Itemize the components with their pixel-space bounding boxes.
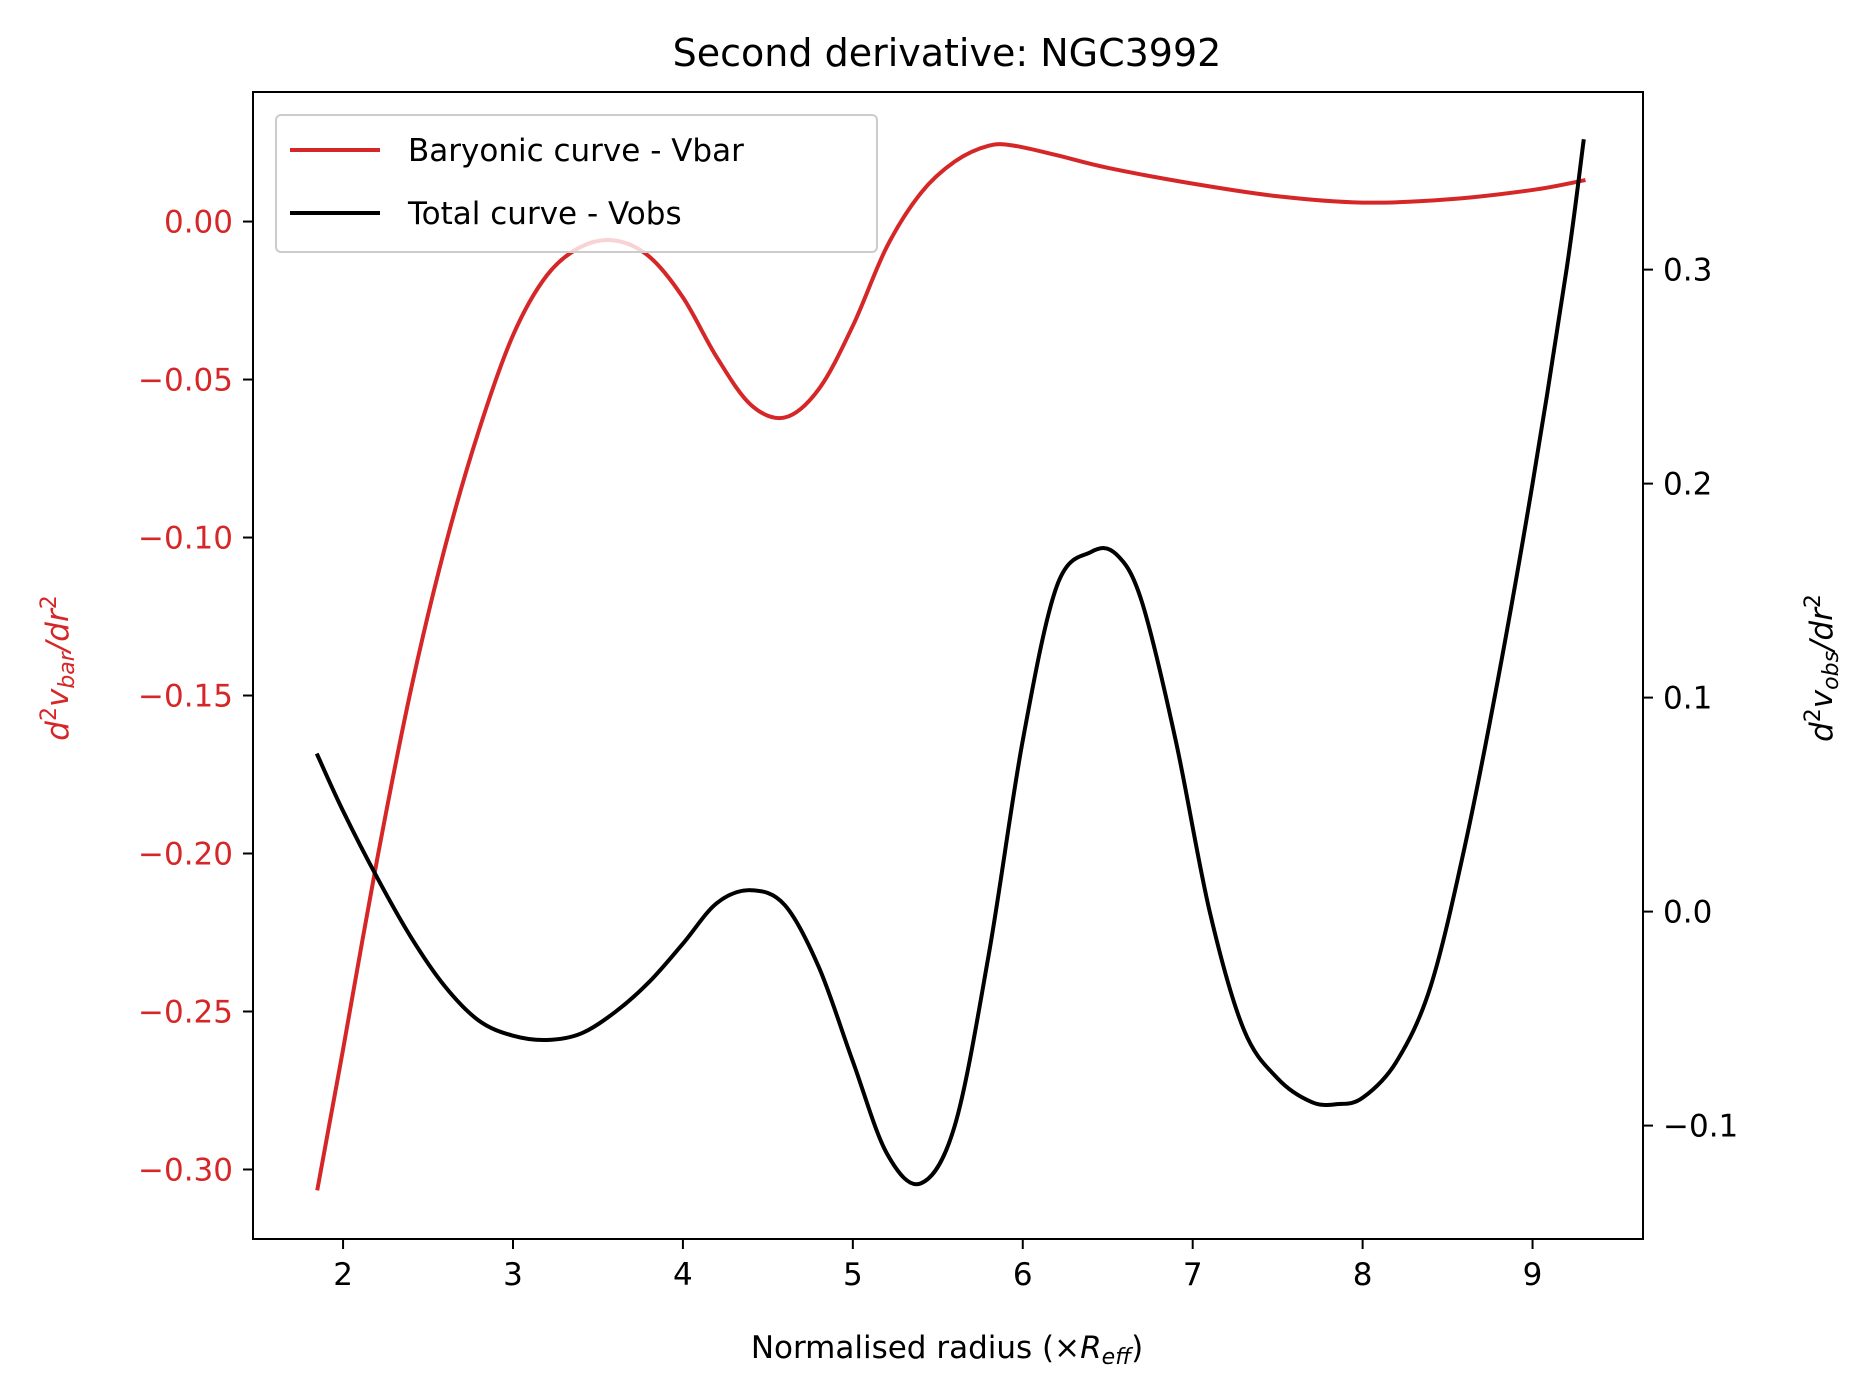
legend-label-total: Total curve - Vobs xyxy=(407,196,682,232)
y-left-tick-label: −0.05 xyxy=(138,363,233,399)
y-right-tick-label: 0.3 xyxy=(1663,253,1712,289)
legend-frame xyxy=(275,114,878,253)
y-left-tick-label: −0.20 xyxy=(138,837,233,873)
y-left-tick-label: −0.15 xyxy=(138,679,233,715)
legend-label-baryonic: Baryonic curve - Vbar xyxy=(408,133,744,169)
y-axis-label-left: d2vbar/dr2 xyxy=(37,595,80,740)
y-left-tick-label: −0.30 xyxy=(138,1152,233,1188)
series-line-baryonic xyxy=(315,142,1586,1191)
x-axis-label: Normalised radius (×Reff) xyxy=(751,1330,1143,1370)
series-line-total xyxy=(314,138,1586,1187)
plot-frame xyxy=(252,91,1644,1240)
x-tick-label: 3 xyxy=(503,1257,523,1293)
plot-area: 2 3 4 5 6 7 8 9 0.00 −0.05 −0.10 −0.15 −0.20 −0.25 −0.… xyxy=(138,91,1738,1293)
y-right-tick-label: −0.1 xyxy=(1663,1109,1738,1145)
y-right-tick-label: 0.2 xyxy=(1663,467,1712,503)
y-right-tick-label: 0.0 xyxy=(1663,895,1712,931)
x-tick-label: 6 xyxy=(1013,1257,1033,1293)
x-tick-label: 5 xyxy=(843,1257,863,1293)
x-tick-label: 9 xyxy=(1523,1257,1543,1293)
chart-title: Second derivative: NGC3992 xyxy=(673,31,1222,75)
legend: Baryonic curve - Vbar Total curve - Vobs xyxy=(275,114,878,253)
y-axis-label-right: d2vobs/dr2 xyxy=(1801,594,1844,742)
y-left-tick-label: −0.10 xyxy=(138,521,233,557)
y-right-tick-label: 0.1 xyxy=(1663,681,1712,717)
x-tick-label: 4 xyxy=(673,1257,693,1293)
y-left-tick-label: 0.00 xyxy=(164,205,233,241)
x-tick-label: 2 xyxy=(333,1257,353,1293)
y-left-tick-label: −0.25 xyxy=(138,994,233,1030)
x-tick-label: 8 xyxy=(1353,1257,1373,1293)
x-tick-label: 7 xyxy=(1183,1257,1203,1293)
